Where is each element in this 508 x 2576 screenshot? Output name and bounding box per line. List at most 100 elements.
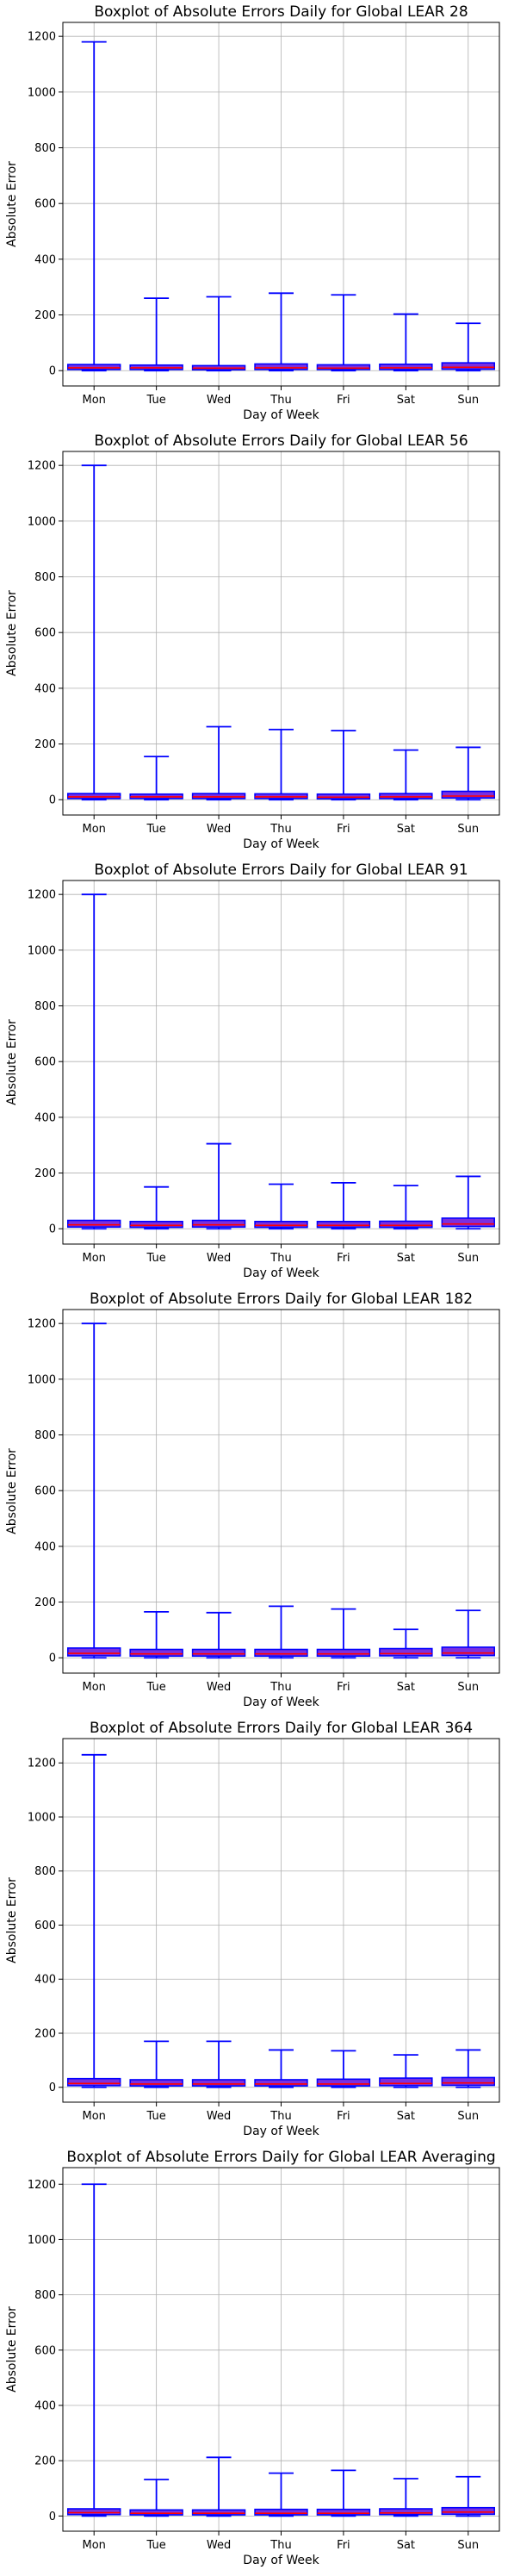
box-sun xyxy=(441,746,496,801)
x-tick-label: Sat xyxy=(397,2539,415,2552)
y-tick-label: 1000 xyxy=(28,944,56,957)
x-tick-label: Thu xyxy=(269,823,291,836)
iqr-box xyxy=(66,1219,121,1229)
box-sat xyxy=(379,1628,433,1659)
y-tick-label: 1000 xyxy=(28,515,56,528)
x-tick-label: Thu xyxy=(269,2539,291,2552)
x-tick-label: Wed xyxy=(207,2539,231,2552)
x-tick-label: Sun xyxy=(457,1252,479,1265)
y-tick-label: 600 xyxy=(34,627,56,640)
y-tick-label: 600 xyxy=(34,1485,56,1498)
y-axis-label: Absolute Error xyxy=(5,590,19,676)
boxplot-chart-2: Boxplot of Absolute Errors Daily for Glo… xyxy=(5,432,500,851)
x-tick-label: Sun xyxy=(457,2110,479,2123)
chart-title: Boxplot of Absolute Errors Daily for Glo… xyxy=(94,862,468,879)
iqr-box xyxy=(129,1221,183,1229)
x-tick-label: Sat xyxy=(397,2110,415,2123)
y-tick-label: 600 xyxy=(34,2344,56,2357)
y-tick-label: 200 xyxy=(34,1596,56,1609)
y-tick-label: 200 xyxy=(34,1167,56,1180)
iqr-box xyxy=(379,363,433,370)
y-tick-label: 600 xyxy=(34,1056,56,1069)
iqr-box xyxy=(254,2508,308,2516)
y-tick-label: 400 xyxy=(34,682,56,695)
x-tick-label: Sun xyxy=(457,823,479,836)
y-tick-label: 1200 xyxy=(28,1318,56,1331)
iqr-box xyxy=(66,1647,121,1657)
box-wed xyxy=(191,296,246,372)
x-tick-label: Sat xyxy=(397,394,415,407)
x-tick-label: Fri xyxy=(337,1252,350,1265)
box-thu xyxy=(254,1605,308,1659)
box-mon xyxy=(66,893,121,1230)
iqr-box xyxy=(66,364,121,370)
boxplot-chart-3: Boxplot of Absolute Errors Daily for Glo… xyxy=(5,862,500,1280)
box-wed xyxy=(191,1611,246,1659)
boxplot-chart-5: Boxplot of Absolute Errors Daily for Glo… xyxy=(5,1720,500,2138)
plot-frame xyxy=(62,451,500,816)
y-tick-label: 400 xyxy=(34,1974,56,1987)
box-sat xyxy=(379,1185,433,1230)
x-tick-label: Tue xyxy=(146,394,166,407)
y-tick-label: 1000 xyxy=(28,1811,56,1824)
y-tick-label: 1200 xyxy=(28,2179,56,2192)
x-tick-label: Mon xyxy=(83,2110,106,2123)
y-tick-label: 800 xyxy=(34,571,56,584)
y-tick-label: 0 xyxy=(49,1652,56,1665)
x-tick-label: Tue xyxy=(146,1681,166,1694)
x-tick-label: Wed xyxy=(207,394,231,407)
x-tick-label: Fri xyxy=(337,2110,350,2123)
x-tick-label: Tue xyxy=(146,823,166,836)
box-fri xyxy=(316,1608,371,1659)
box-sun xyxy=(441,322,496,372)
iqr-box xyxy=(191,1219,246,1229)
plot-frame xyxy=(62,880,500,1245)
box-tue xyxy=(129,297,183,372)
iqr-box xyxy=(66,793,121,800)
iqr-box xyxy=(379,1220,433,1229)
y-tick-label: 400 xyxy=(34,2399,56,2412)
chart-title: Boxplot of Absolute Errors Daily for Glo… xyxy=(66,2149,495,2166)
chart-title: Boxplot of Absolute Errors Daily for Glo… xyxy=(90,1720,473,1737)
plot-frame xyxy=(62,1309,500,1674)
x-tick-label: Tue xyxy=(146,2110,166,2123)
y-tick-label: 600 xyxy=(34,1920,56,1932)
y-axis-label: Absolute Error xyxy=(5,1877,19,1963)
box-thu xyxy=(254,728,308,801)
box-wed xyxy=(191,725,246,801)
box-thu xyxy=(254,292,308,372)
box-sat xyxy=(379,2478,433,2517)
y-tick-label: 600 xyxy=(34,198,56,211)
iqr-box xyxy=(441,2506,496,2516)
iqr-box xyxy=(441,1646,496,1657)
box-fri xyxy=(316,1181,371,1230)
iqr-box xyxy=(129,2509,183,2516)
x-tick-label: Thu xyxy=(269,1681,291,1694)
chart-title: Boxplot of Absolute Errors Daily for Glo… xyxy=(94,3,468,21)
box-sun xyxy=(441,1609,496,1659)
box-tue xyxy=(129,2040,183,2088)
box-tue xyxy=(129,1185,183,1230)
y-tick-label: 800 xyxy=(34,1865,56,1878)
box-wed xyxy=(191,2040,246,2088)
box-mon xyxy=(66,2183,121,2517)
y-tick-label: 0 xyxy=(49,365,56,378)
box-thu xyxy=(254,2472,308,2517)
plot-frame xyxy=(62,2167,500,2532)
box-sun xyxy=(441,2475,496,2517)
box-sun xyxy=(441,2049,496,2088)
x-tick-label: Wed xyxy=(207,1681,231,1694)
x-tick-label: Sat xyxy=(397,1681,415,1694)
x-tick-label: Mon xyxy=(83,1252,106,1265)
x-tick-label: Tue xyxy=(146,2539,166,2552)
iqr-box xyxy=(441,362,496,370)
y-tick-label: 400 xyxy=(34,1540,56,1553)
x-tick-label: Fri xyxy=(337,1681,350,1694)
x-tick-label: Mon xyxy=(83,394,106,407)
boxplot-chart-1: Boxplot of Absolute Errors Daily for Glo… xyxy=(5,3,500,422)
x-axis-label: Day of Week xyxy=(243,1266,319,1280)
y-axis-label: Absolute Error xyxy=(5,1019,19,1105)
y-tick-label: 800 xyxy=(34,142,56,155)
y-tick-label: 800 xyxy=(34,1429,56,1442)
y-tick-label: 0 xyxy=(49,794,56,807)
